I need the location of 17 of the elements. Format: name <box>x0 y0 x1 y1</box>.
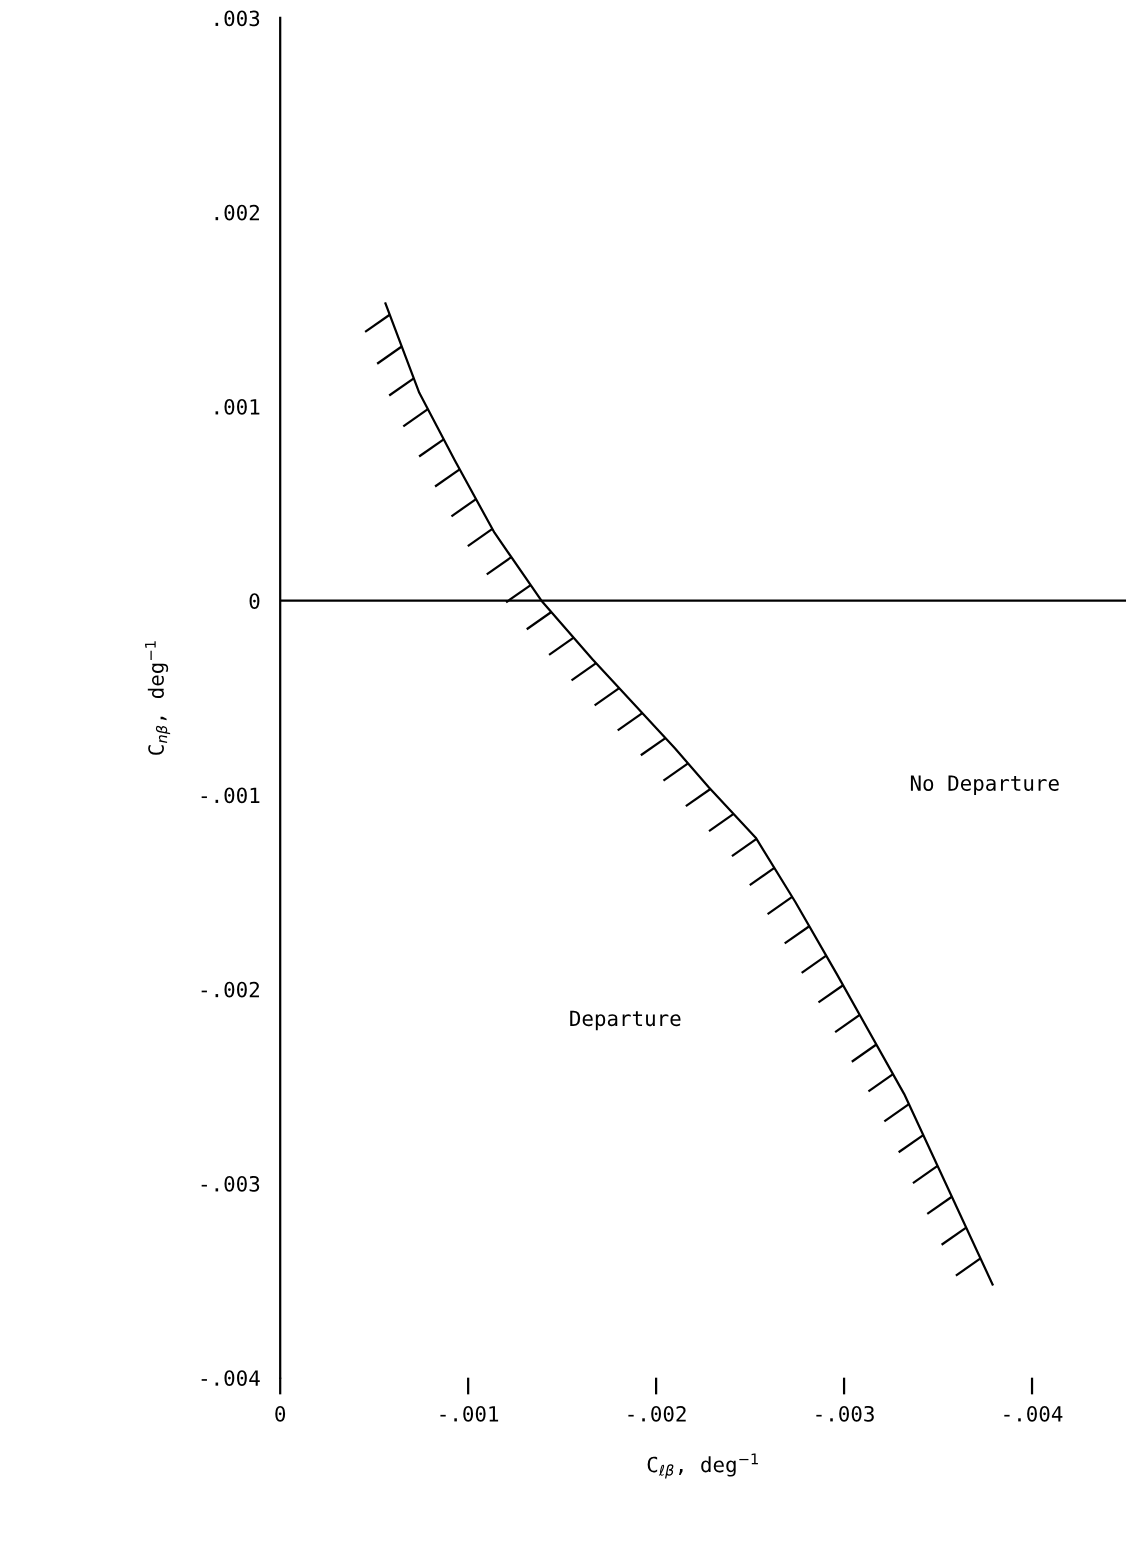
y-tick-label: -.001 <box>201 787 260 804</box>
y-tick-label: .003 <box>215 10 260 27</box>
x-axis-title: C$_{ℓβ}$, deg$^{−1}$ <box>647 1453 758 1479</box>
y-tick-label: .002 <box>215 204 259 221</box>
x-tick-label: -.002 <box>628 1405 686 1422</box>
y-tick-label: -.002 <box>201 981 259 998</box>
annotation: No Departure <box>910 775 1059 795</box>
x-tick-label: -.004 <box>1004 1405 1063 1422</box>
y-axis-title: C$_{nβ}$, deg$^{−1}$ <box>145 641 171 755</box>
y-tick-label: -.004 <box>201 1370 260 1386</box>
y-tick-label: -.003 <box>201 1175 260 1192</box>
annotation: Departure <box>570 1010 681 1031</box>
y-tick-label: .001 <box>215 398 260 415</box>
x-tick-label: 0 <box>275 1405 286 1422</box>
x-tick-label: -.003 <box>816 1405 874 1422</box>
y-tick-label: 0 <box>249 593 260 609</box>
x-tick-label: -.001 <box>440 1405 499 1422</box>
